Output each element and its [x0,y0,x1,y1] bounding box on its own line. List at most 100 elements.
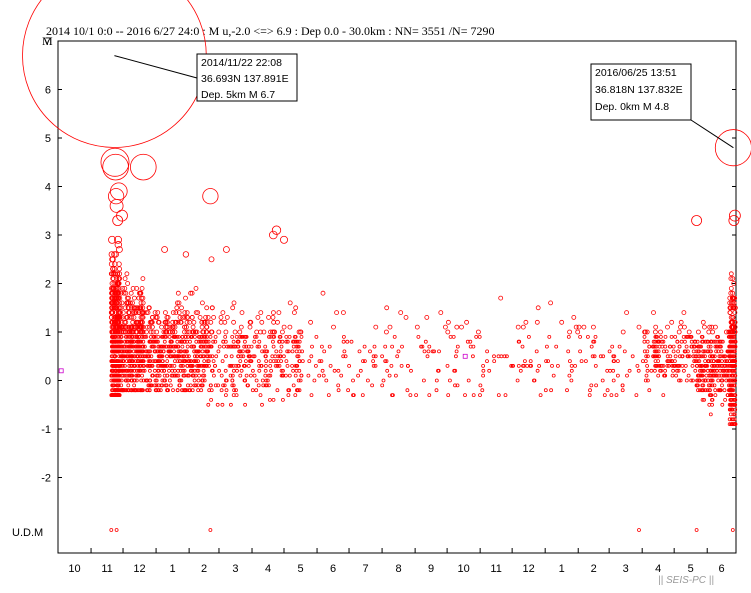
event-point [119,329,124,335]
event-point [114,235,122,244]
event-point [729,324,734,330]
event-point [695,359,700,364]
event-point [277,339,282,344]
event-point [498,295,504,301]
event-point [270,310,276,316]
event-point [109,368,114,373]
event-point [119,359,124,364]
event-point [471,393,476,398]
event-point [278,349,283,354]
event-point [371,363,376,368]
event-point [336,368,341,373]
event-point [362,359,367,364]
event-point [150,329,156,335]
y-tick-label: 5 [45,133,51,145]
event-point [147,354,152,359]
event-point [496,393,501,398]
event-point [232,388,237,393]
event-point [197,334,202,339]
event-point [128,349,132,354]
event-point [480,388,485,393]
event-point [257,368,262,373]
event-point [280,397,285,402]
event-point [227,363,232,368]
event-point [154,383,159,388]
notable-event-point [269,230,278,240]
event-point [184,329,190,335]
event-point [271,397,276,402]
x-tick-label: 5 [688,563,694,575]
event-point [195,368,200,373]
event-point [567,373,572,378]
event-point [234,393,239,398]
event-point [589,344,594,349]
event-point [707,388,712,393]
event-point [112,261,118,267]
event-point [731,344,736,349]
event-point [516,363,521,368]
event-point [199,334,204,339]
event-point [192,383,197,388]
event-point [445,319,451,325]
event-point [114,281,120,286]
event-point [658,368,662,373]
event-point [708,344,713,349]
event-point [730,373,734,378]
event-point [709,378,714,383]
event-point [515,324,521,330]
event-point [656,373,661,378]
event-point [125,300,131,306]
event-point [691,354,696,359]
x-tick-label: 11 [490,563,501,575]
event-point [119,300,125,306]
event-point [636,368,641,373]
event-point [124,295,130,301]
udm-event-point [109,528,114,532]
event-point [156,344,161,349]
event-point [698,388,702,393]
event-point [157,363,162,368]
event-point [208,354,213,359]
event-point [250,368,255,373]
event-point [184,349,189,354]
event-point [145,310,151,316]
event-point [172,349,176,354]
event-point [267,397,272,402]
event-point [732,368,737,373]
event-point [269,368,274,373]
event-point [110,334,115,339]
event-point [701,378,706,383]
event-point [171,344,176,349]
event-point [678,354,682,359]
event-point [203,314,209,320]
event-point [160,354,165,359]
event-point [438,310,444,316]
event-point [158,344,163,349]
event-point [231,300,237,306]
event-point [167,368,171,373]
event-point [140,300,146,306]
event-point [703,359,707,364]
event-point [178,319,184,325]
event-point [677,344,682,349]
event-point [185,314,191,320]
event-point [566,349,571,354]
event-point [144,324,150,330]
event-point [148,363,152,368]
event-point [215,402,220,407]
event-point [455,383,460,388]
event-point [644,354,649,359]
event-point [200,363,205,368]
event-point [709,354,714,359]
event-point [663,344,668,349]
event-point [239,368,244,373]
event-point [172,344,177,349]
event-point [255,344,260,349]
event-point [173,310,179,316]
event-point [270,314,276,320]
event-point [263,383,268,388]
event-point [138,295,144,301]
event-point [620,329,626,335]
event-point [279,368,284,373]
event-point [713,344,718,349]
